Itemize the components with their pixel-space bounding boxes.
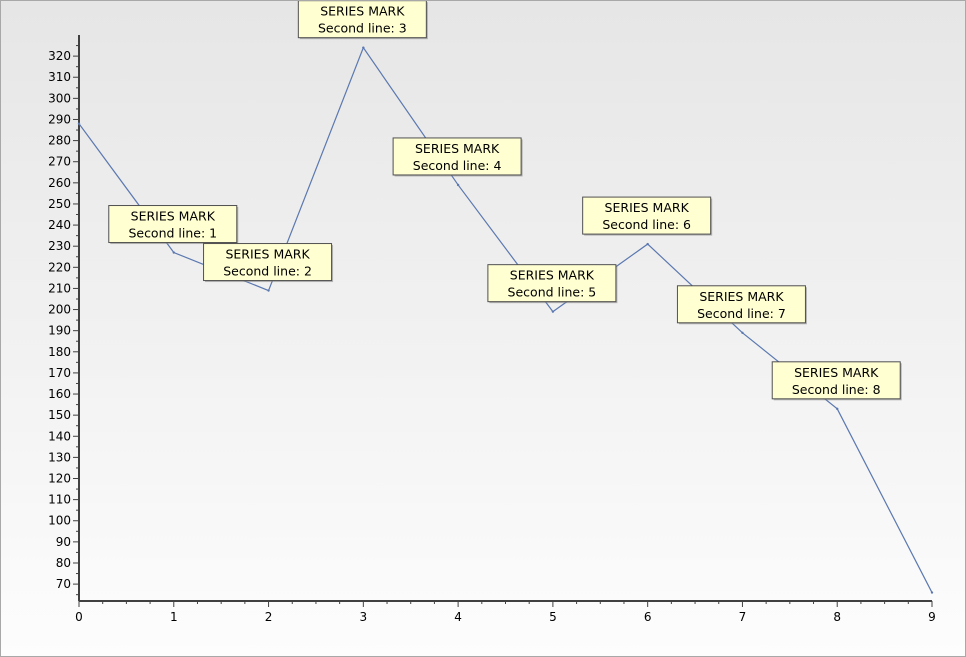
series-mark-value: Second line: 5 [508, 285, 597, 300]
series-mark-value: Second line: 2 [223, 264, 312, 279]
y-tick-label: 120 [48, 472, 71, 486]
series-mark-value: Second line: 1 [128, 226, 217, 241]
series-mark-box [771, 361, 901, 400]
x-tick-label: 5 [549, 610, 557, 624]
x-tick-label: 4 [454, 610, 462, 624]
series-mark-box [392, 137, 522, 176]
axes: 7080901001101201301401501601701801902002… [48, 35, 936, 624]
y-tick-label: 150 [48, 408, 71, 422]
data-point [267, 289, 270, 292]
series-mark-value: Second line: 8 [792, 382, 881, 397]
series-mark-box [582, 196, 712, 235]
y-tick-label: 190 [48, 324, 71, 338]
x-tick-label: 6 [644, 610, 652, 624]
series-mark-box [487, 264, 617, 303]
x-tick-label: 8 [833, 610, 841, 624]
data-point [836, 407, 839, 411]
y-tick-label: 80 [56, 556, 71, 570]
y-tick-label: 110 [48, 493, 71, 507]
y-tick-label: 260 [48, 176, 71, 190]
y-tick-label: 320 [48, 49, 71, 63]
series-mark-value: Second line: 4 [413, 158, 502, 173]
data-point [930, 591, 934, 594]
y-tick-label: 70 [56, 577, 71, 591]
series-mark-label: SERIES MARK [794, 365, 879, 380]
y-tick-label: 240 [48, 218, 71, 232]
series-mark-label: SERIES MARK [415, 141, 500, 156]
data-point [172, 251, 175, 254]
data-point [741, 331, 744, 334]
y-tick-label: 100 [48, 514, 71, 528]
series-mark-value: Second line: 6 [602, 217, 691, 232]
data-point [456, 183, 460, 187]
series-mark-box [203, 243, 333, 282]
y-tick-label: 230 [48, 239, 71, 253]
x-tick-label: 0 [75, 610, 83, 624]
data-point [646, 242, 649, 246]
y-tick-label: 160 [48, 387, 71, 401]
data-point [77, 122, 81, 125]
y-tick-label: 280 [48, 134, 71, 148]
series-mark: SERIES MARK Second line: 6 [582, 196, 713, 236]
series-mark: SERIES MARK Second line: 3 [297, 1, 428, 40]
series-mark: SERIES MARK Second line: 8 [771, 361, 902, 401]
x-tick-label: 2 [265, 610, 273, 624]
y-tick-label: 250 [48, 197, 71, 211]
series-mark: SERIES MARK Second line: 1 [108, 205, 239, 245]
series-mark: SERIES MARK Second line: 5 [487, 264, 618, 304]
y-tick-label: 130 [48, 450, 71, 464]
y-tick-label: 90 [56, 535, 71, 549]
series-mark-box [297, 1, 427, 39]
series-mark-box [108, 205, 238, 244]
x-tick-label: 3 [360, 610, 368, 624]
data-point [551, 310, 555, 313]
y-tick-label: 140 [48, 429, 71, 443]
series-mark-label: SERIES MARK [605, 200, 690, 215]
x-tick-label: 7 [739, 610, 747, 624]
y-tick-label: 300 [48, 91, 71, 105]
y-tick-label: 220 [48, 260, 71, 274]
series-mark: SERIES MARK Second line: 4 [392, 137, 523, 177]
y-tick-label: 210 [48, 281, 71, 295]
x-tick-label: 1 [170, 610, 178, 624]
y-tick-label: 200 [48, 303, 71, 317]
series-mark: SERIES MARK Second line: 7 [676, 285, 807, 325]
series-mark-value: Second line: 7 [697, 306, 786, 321]
series-marks: SERIES MARK Second line: 1 SERIES MARK Seco… [108, 1, 902, 401]
y-tick-label: 180 [48, 345, 71, 359]
series-mark-value: Second line: 3 [318, 21, 407, 36]
series-mark-box [676, 285, 806, 324]
y-tick-label: 270 [48, 155, 71, 169]
series-mark-label: SERIES MARK [131, 209, 216, 224]
data-point [362, 46, 365, 49]
series-mark-label: SERIES MARK [699, 289, 784, 304]
series-mark-label: SERIES MARK [225, 247, 310, 262]
series-mark-label: SERIES MARK [510, 268, 595, 283]
y-tick-label: 290 [48, 112, 71, 126]
y-tick-label: 170 [48, 366, 71, 380]
y-tick-label: 310 [48, 70, 71, 84]
series-mark: SERIES MARK Second line: 2 [203, 243, 334, 283]
x-tick-label: 9 [928, 610, 936, 624]
series-mark-label: SERIES MARK [320, 4, 405, 19]
